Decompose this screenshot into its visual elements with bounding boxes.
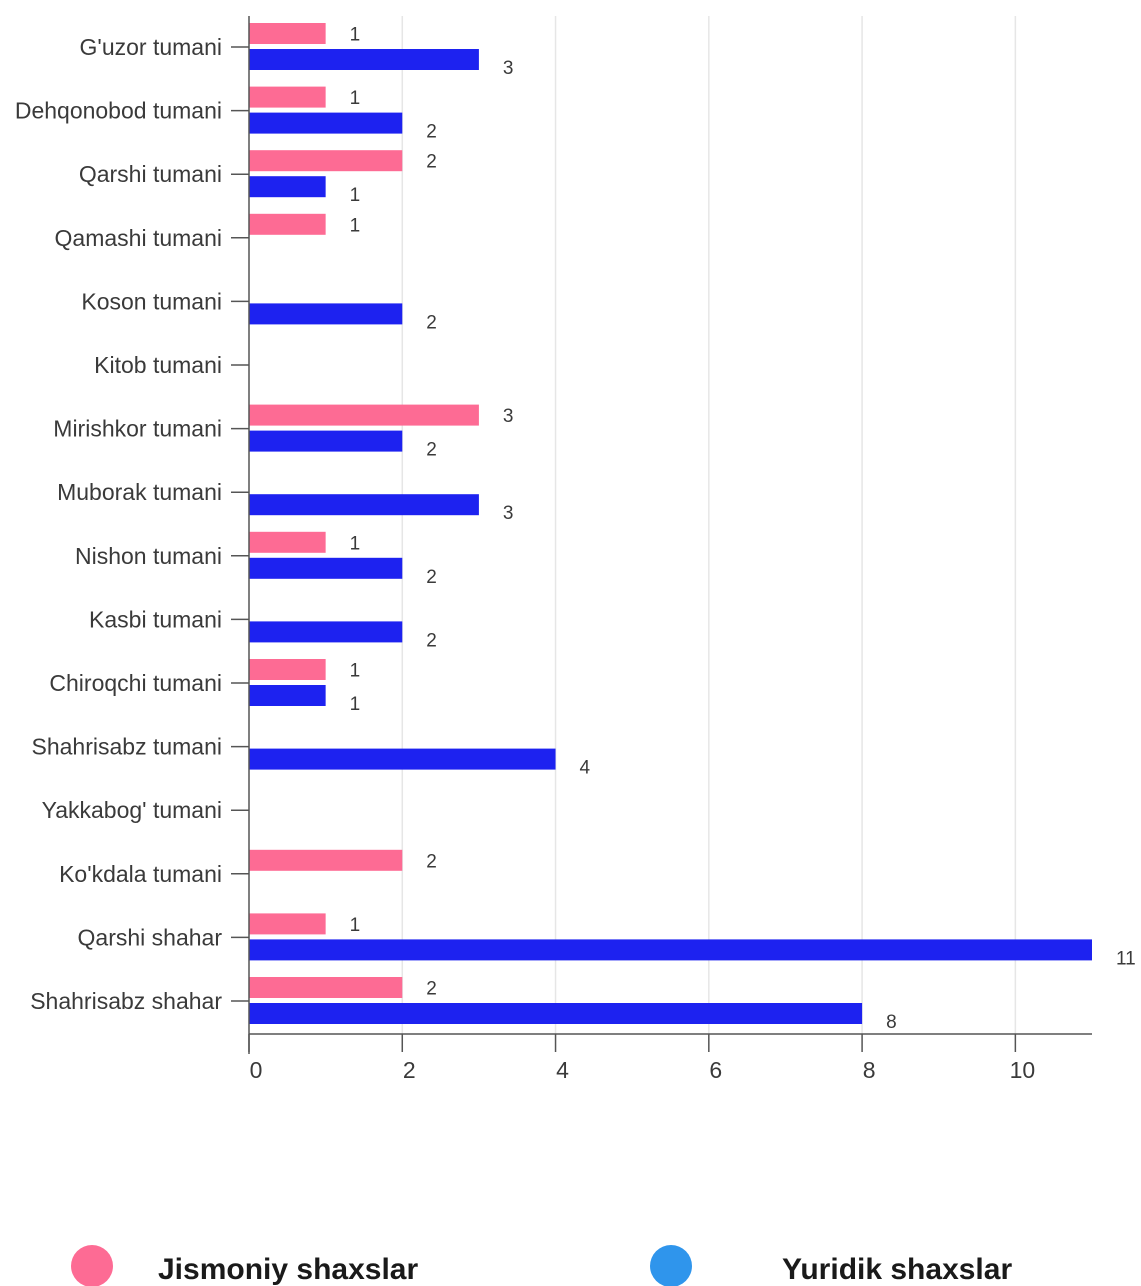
- category-label-muborak-tumani: Muborak tumani: [57, 479, 222, 505]
- bar-yuridik-shahrisabz-tumani: [249, 748, 556, 770]
- category-label-koson-tumani: Koson tumani: [81, 288, 222, 314]
- bar-yuridik-g-uzor-tumani: [249, 49, 479, 70]
- x-tick-label-4: 4: [556, 1057, 569, 1083]
- labels: 1 3 G'uzor tumani 1 2 Dehqonobod tumani 2 1 Qars…: [15, 25, 1136, 1084]
- value-label-yuridik-qarshi-shahar: 11: [1116, 948, 1136, 969]
- legend: Jismoniy shaxslar Yuridik shaxslar: [71, 1245, 1012, 1286]
- category-label-nishon-tumani: Nishon tumani: [75, 543, 222, 569]
- value-label-jismoniy-qarshi-tumani: 2: [426, 152, 437, 173]
- category-label-mirishkor-tumani: Mirishkor tumani: [53, 416, 222, 442]
- grid-lines: [401, 16, 1017, 1034]
- bar-yuridik-mirishkor-tumani: [249, 430, 403, 452]
- x-tick-label-10: 10: [1010, 1057, 1036, 1083]
- value-label-jismoniy-qamashi-tumani: 1: [350, 215, 361, 236]
- category-label-qarshi-shahar: Qarshi shahar: [78, 924, 223, 950]
- bar-yuridik-muborak-tumani: [249, 494, 479, 516]
- value-label-yuridik-mirishkor-tumani: 2: [426, 440, 437, 461]
- value-label-yuridik-nishon-tumani: 2: [426, 567, 437, 588]
- category-label-yakkabog-tumani: Yakkabog' tumani: [42, 797, 222, 823]
- bar-yuridik-qarshi-shahar: [249, 939, 1092, 961]
- bar-jismoniy-chiroqchi-tumani: [249, 659, 326, 680]
- value-label-yuridik-shahrisabz-shahar: 8: [886, 1012, 897, 1033]
- value-label-yuridik-koson-tumani: 2: [426, 312, 437, 333]
- bar-yuridik-kasbi-tumani: [249, 621, 403, 643]
- value-label-yuridik-dehqonobod-tumani: 2: [426, 122, 437, 143]
- category-label-qamashi-tumani: Qamashi tumani: [55, 225, 222, 251]
- x-tick-label-6: 6: [709, 1057, 722, 1083]
- bar-yuridik-chiroqchi-tumani: [249, 685, 326, 706]
- value-label-jismoniy-chiroqchi-tumani: 1: [350, 661, 361, 682]
- bar-jismoniy-qarshi-shahar: [249, 913, 326, 935]
- bar-yuridik-qarshi-tumani: [249, 176, 326, 198]
- category-label-ko-kdala-tumani: Ko'kdala tumani: [59, 861, 222, 887]
- bar-jismoniy-nishon-tumani: [249, 531, 326, 553]
- x-tick-label-0: 0: [250, 1057, 263, 1083]
- bar-yuridik-dehqonobod-tumani: [249, 112, 403, 134]
- x-tick-label-2: 2: [403, 1057, 416, 1083]
- category-label-dehqonobod-tumani: Dehqonobod tumani: [15, 98, 222, 124]
- legend-label-jismoniy: Jismoniy shaxslar: [158, 1253, 418, 1286]
- x-tick-label-8: 8: [863, 1057, 876, 1083]
- value-label-yuridik-qarshi-tumani: 1: [350, 185, 361, 206]
- value-label-yuridik-kasbi-tumani: 2: [426, 630, 437, 651]
- value-label-jismoniy-g-uzor-tumani: 1: [350, 25, 361, 46]
- bar-jismoniy-ko-kdala-tumani: [249, 849, 403, 871]
- category-label-shahrisabz-shahar: Shahrisabz shahar: [30, 988, 222, 1014]
- bar-jismoniy-dehqonobod-tumani: [249, 86, 326, 108]
- category-label-kasbi-tumani: Kasbi tumani: [89, 606, 222, 632]
- category-label-g-uzor-tumani: G'uzor tumani: [80, 34, 222, 60]
- value-label-jismoniy-ko-kdala-tumani: 2: [426, 851, 437, 872]
- category-label-kitob-tumani: Kitob tumani: [94, 352, 222, 378]
- value-label-jismoniy-nishon-tumani: 1: [350, 533, 361, 554]
- bar-jismoniy-qarshi-tumani: [249, 150, 403, 172]
- bar-yuridik-koson-tumani: [249, 303, 403, 325]
- value-label-yuridik-chiroqchi-tumani: 1: [350, 694, 361, 715]
- bar-jismoniy-mirishkor-tumani: [249, 404, 479, 426]
- value-label-jismoniy-dehqonobod-tumani: 1: [350, 88, 361, 109]
- legend-marker-jismoniy: [71, 1245, 113, 1286]
- value-label-yuridik-shahrisabz-tumani: 4: [580, 758, 591, 779]
- bar-jismoniy-shahrisabz-shahar: [249, 977, 403, 998]
- bar-jismoniy-g-uzor-tumani: [249, 23, 326, 44]
- bar-yuridik-shahrisabz-shahar: [249, 1003, 863, 1024]
- legend-marker-yuridik: [650, 1245, 692, 1286]
- axes: [231, 16, 1092, 1054]
- category-label-shahrisabz-tumani: Shahrisabz tumani: [32, 734, 223, 760]
- value-label-jismoniy-shahrisabz-shahar: 2: [426, 979, 437, 1000]
- value-label-jismoniy-qarshi-shahar: 1: [350, 915, 361, 936]
- value-label-jismoniy-mirishkor-tumani: 3: [503, 406, 514, 427]
- category-label-chiroqchi-tumani: Chiroqchi tumani: [49, 670, 222, 696]
- legend-label-yuridik: Yuridik shaxslar: [782, 1253, 1012, 1286]
- bars: [249, 23, 1092, 1024]
- category-label-qarshi-tumani: Qarshi tumani: [79, 161, 222, 187]
- bar-yuridik-nishon-tumani: [249, 557, 403, 579]
- bar-jismoniy-qamashi-tumani: [249, 213, 326, 235]
- value-label-yuridik-muborak-tumani: 3: [503, 503, 514, 524]
- value-label-yuridik-g-uzor-tumani: 3: [503, 58, 514, 79]
